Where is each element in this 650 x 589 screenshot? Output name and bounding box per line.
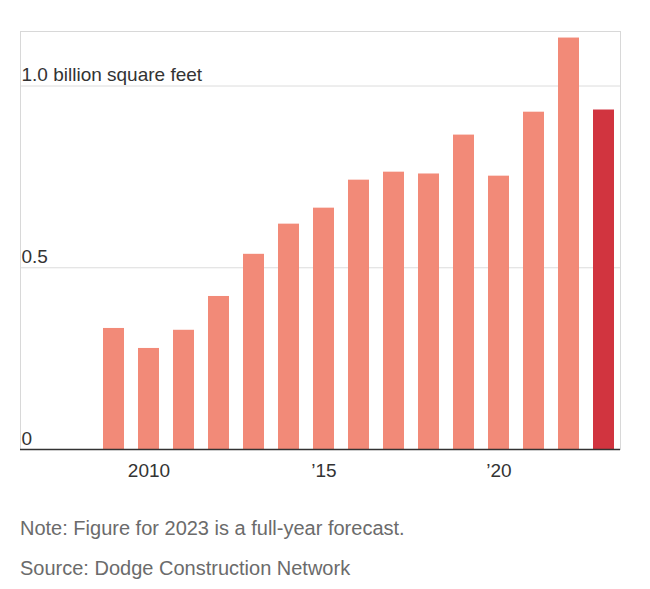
svg-text:1.0 billion square feet: 1.0 billion square feet [22, 64, 203, 85]
svg-text:’15: ’15 [311, 460, 336, 481]
svg-text:0.5: 0.5 [22, 246, 48, 267]
svg-text:2010: 2010 [128, 460, 170, 481]
svg-text:0: 0 [22, 428, 33, 449]
html-text:Source: Dodge Construction Net: Source: Dodge Construction Network [20, 557, 351, 579]
svg-text:’20: ’20 [486, 460, 511, 481]
html-text:Note: Figure for 2023 is a ful: Note: Figure for 2023 is a full-year for… [20, 517, 405, 539]
